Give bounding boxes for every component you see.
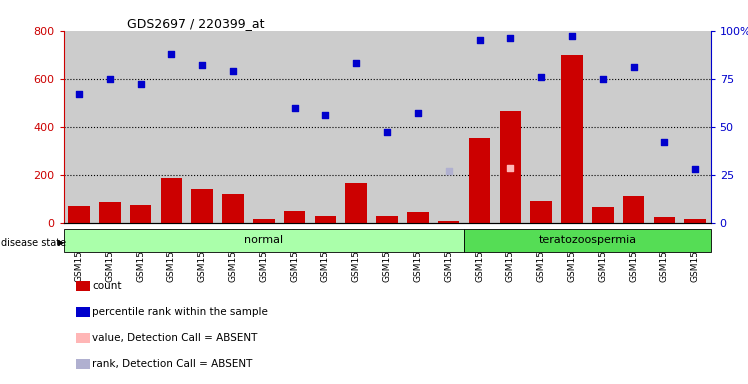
Bar [495,31,526,223]
Bar [130,205,151,223]
Bar [222,194,244,223]
Text: GDS2697 / 220399_at: GDS2697 / 220399_at [127,17,265,30]
Bar [125,31,156,223]
Bar [500,111,521,223]
Bar [526,31,557,223]
Bar [402,31,433,223]
Bar [592,207,613,223]
Text: ▶: ▶ [58,238,64,247]
Bar [587,31,618,223]
Bar [372,31,402,223]
Bar [341,31,372,223]
Text: percentile rank within the sample: percentile rank within the sample [92,307,268,317]
Bar [99,202,120,223]
Bar [64,229,464,252]
Point [381,129,393,136]
Bar [557,31,587,223]
Text: value, Detection Call = ABSENT: value, Detection Call = ABSENT [92,333,257,343]
Bar [618,31,649,223]
Point [135,81,147,88]
Bar [376,215,398,223]
Bar [469,137,490,223]
Point [73,91,85,97]
Point [473,37,485,43]
Point [689,166,701,172]
Text: teratozoospermia: teratozoospermia [539,235,637,245]
Bar [530,201,552,223]
Text: normal: normal [245,235,283,245]
Point [504,164,516,170]
Text: disease state: disease state [1,238,66,248]
Point [227,68,239,74]
Bar [310,31,341,223]
Point [165,51,177,57]
Bar [346,183,367,223]
Point [535,74,547,80]
Point [658,139,670,145]
Bar [315,215,337,223]
Bar [248,31,279,223]
Point [350,60,362,66]
Point [628,64,640,70]
Point [597,76,609,82]
Bar [279,31,310,223]
Bar [68,207,90,223]
Text: rank, Detection Call = ABSENT: rank, Detection Call = ABSENT [92,359,252,369]
Bar [464,31,495,223]
Point [412,110,424,116]
Bar [680,31,711,223]
Bar [407,212,429,223]
Point [289,104,301,111]
Point [566,33,578,40]
Bar [156,31,187,223]
Bar [464,229,711,252]
Bar [433,31,464,223]
Bar [161,178,183,223]
Bar [561,55,583,223]
Point [104,76,116,82]
Bar [191,189,213,223]
Point [196,62,208,68]
Bar [187,31,218,223]
Bar [438,221,459,223]
Bar [654,217,675,223]
Bar [684,219,706,223]
Point [504,35,516,41]
Bar [218,31,248,223]
Point [319,112,331,118]
Bar [253,219,275,223]
Text: count: count [92,281,121,291]
Point [443,168,455,174]
Bar [649,31,680,223]
Bar [623,196,644,223]
Bar [94,31,125,223]
Bar [64,31,94,223]
Bar [284,211,305,223]
